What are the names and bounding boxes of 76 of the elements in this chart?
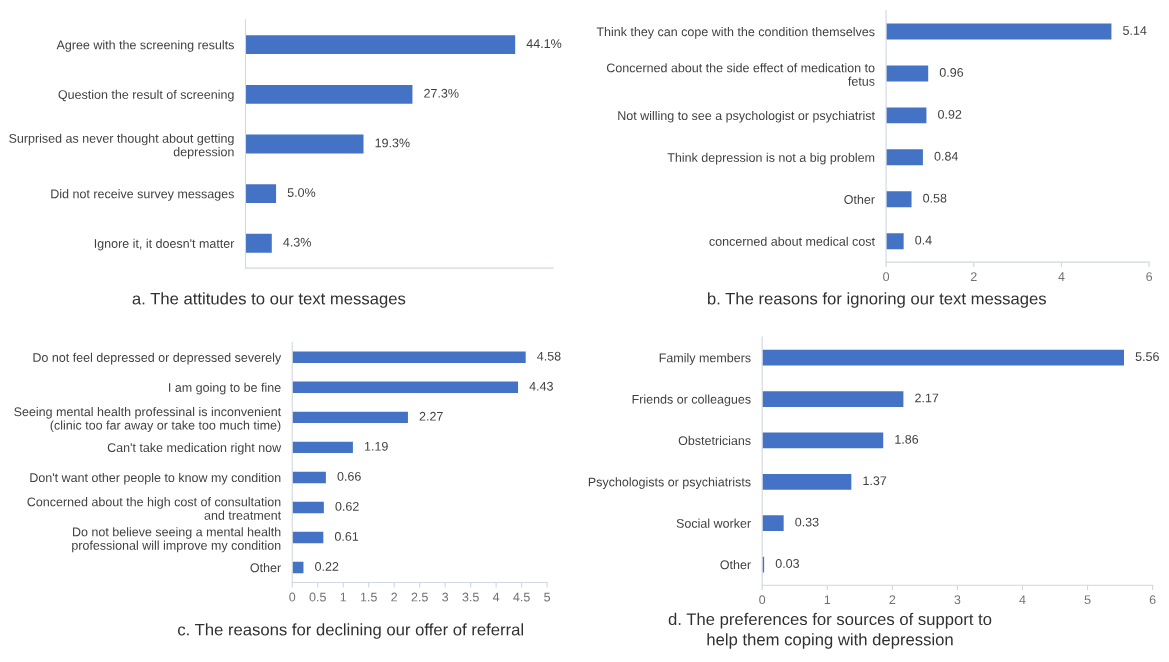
data-label: 0.61 bbox=[334, 532, 359, 541]
data-label: 5.56 bbox=[1135, 352, 1159, 361]
x-tick-label: 2.5 bbox=[411, 592, 428, 602]
data-label: 0.92 bbox=[938, 109, 962, 119]
data-label: 4.43 bbox=[529, 381, 553, 391]
x-tick-label: 4 bbox=[1058, 272, 1065, 281]
data-label: 1.19 bbox=[364, 441, 388, 451]
x-tick-label: 6 bbox=[1149, 595, 1156, 605]
y-tick-label: Psychologists or psychiatrists bbox=[588, 477, 751, 489]
x-tick-label: 2 bbox=[970, 272, 977, 281]
y-tick-label: concerned about medical cost bbox=[709, 236, 875, 246]
y-tick-label: Ignore it, it doesn't matter bbox=[94, 238, 235, 251]
x-tick-label: 0 bbox=[759, 595, 766, 605]
x-tick-label: 3 bbox=[442, 592, 449, 602]
text: b. The reasons for ignoring our text messages bbox=[707, 292, 1047, 308]
data-label: 4.3% bbox=[283, 237, 311, 247]
y-tick-label: Don't want other people to know my condition bbox=[30, 472, 281, 485]
y-tick-label: Other bbox=[844, 194, 875, 204]
y-tick-label: Friends or colleagues bbox=[632, 394, 751, 407]
x-tick-label: 1 bbox=[340, 592, 347, 602]
y-tick-label: Family members bbox=[659, 353, 751, 365]
y-tick-label: Concerned about the side effect of medication to fetus bbox=[606, 63, 875, 86]
y-tick-label: Other bbox=[250, 563, 281, 573]
data-label: 0.84 bbox=[934, 151, 958, 161]
x-tick-label: 2 bbox=[391, 592, 398, 602]
x-tick-label: 2 bbox=[889, 595, 896, 604]
data-label: 4.58 bbox=[537, 351, 561, 361]
data-label: 1.37 bbox=[863, 476, 887, 486]
y-tick-label: Question the result of screening bbox=[58, 89, 234, 102]
data-label: 1.86 bbox=[895, 434, 919, 444]
text: c. The reasons for declining our offer of referral bbox=[178, 623, 523, 639]
y-tick-label: Obstetricians bbox=[678, 435, 751, 446]
x-tick-label: 4.5 bbox=[513, 592, 530, 602]
data-label: 0.96 bbox=[939, 67, 964, 77]
y-tick-label: Do not feel depressed or depressed severely bbox=[33, 352, 282, 365]
data-label: 0.66 bbox=[337, 471, 361, 481]
x-tick-label: 4 bbox=[492, 592, 500, 602]
x-tick-label: 1.5 bbox=[360, 592, 377, 602]
y-tick-label: Think they can cope with the condition themselves bbox=[596, 27, 875, 39]
y-tick-label: I am going to be fine bbox=[169, 382, 281, 395]
x-tick-label: 0 bbox=[289, 592, 296, 602]
x-tick-label: 3.5 bbox=[462, 592, 479, 602]
data-label: 0.58 bbox=[923, 193, 947, 203]
text: a. The attitudes to our text messages bbox=[132, 292, 406, 308]
data-label: 0.22 bbox=[315, 562, 339, 571]
x-tick-label: 1 bbox=[824, 595, 831, 604]
x-tick-label: 6 bbox=[1146, 272, 1153, 282]
data-label: 5.14 bbox=[1123, 26, 1147, 35]
x-tick-label: 0.5 bbox=[309, 592, 326, 602]
data-label: 27.3% bbox=[424, 88, 459, 98]
x-tick-label: 0 bbox=[883, 272, 890, 282]
data-label: 0.4 bbox=[915, 235, 932, 245]
data-label: 0.33 bbox=[795, 517, 819, 527]
y-tick-label: Did not receive survey messages bbox=[51, 189, 234, 201]
y-tick-label: Other bbox=[720, 559, 751, 570]
data-label: 44.1% bbox=[526, 39, 562, 48]
data-label: 0.62 bbox=[335, 501, 359, 511]
data-label: 5.0% bbox=[287, 188, 316, 197]
y-tick-label: Concerned about the high cost of consultation and treatment bbox=[27, 497, 282, 520]
data-label: 19.3% bbox=[375, 138, 410, 148]
x-tick-label: 5 bbox=[1084, 595, 1091, 605]
text: d. The preferences for sources of support to help them coping with depression bbox=[668, 612, 992, 649]
x-tick-label: 5 bbox=[544, 592, 551, 602]
y-tick-label: Social worker bbox=[676, 518, 751, 528]
y-tick-label: Agree with the screening results bbox=[56, 40, 234, 52]
y-tick-label: Surprised as never thought about getting depression bbox=[9, 133, 234, 159]
y-tick-label: Can't take medication right now bbox=[107, 442, 282, 455]
data-label: 0.03 bbox=[775, 559, 800, 568]
data-label: 2.27 bbox=[419, 411, 443, 421]
y-tick-label: Think depression is not a big problem bbox=[667, 152, 875, 165]
x-tick-label: 3 bbox=[954, 595, 961, 605]
y-tick-label: Seeing mental health professinal is inconvenient (clinic too far away or take too much time) bbox=[14, 406, 282, 433]
data-label: 2.17 bbox=[915, 393, 939, 403]
y-tick-label: Do not believe seeing a mental health professional will improve my condition bbox=[72, 527, 281, 553]
x-tick-label: 4 bbox=[1019, 595, 1026, 604]
y-tick-label: Not willing to see a psychologist or psychiatrist bbox=[618, 110, 875, 123]
